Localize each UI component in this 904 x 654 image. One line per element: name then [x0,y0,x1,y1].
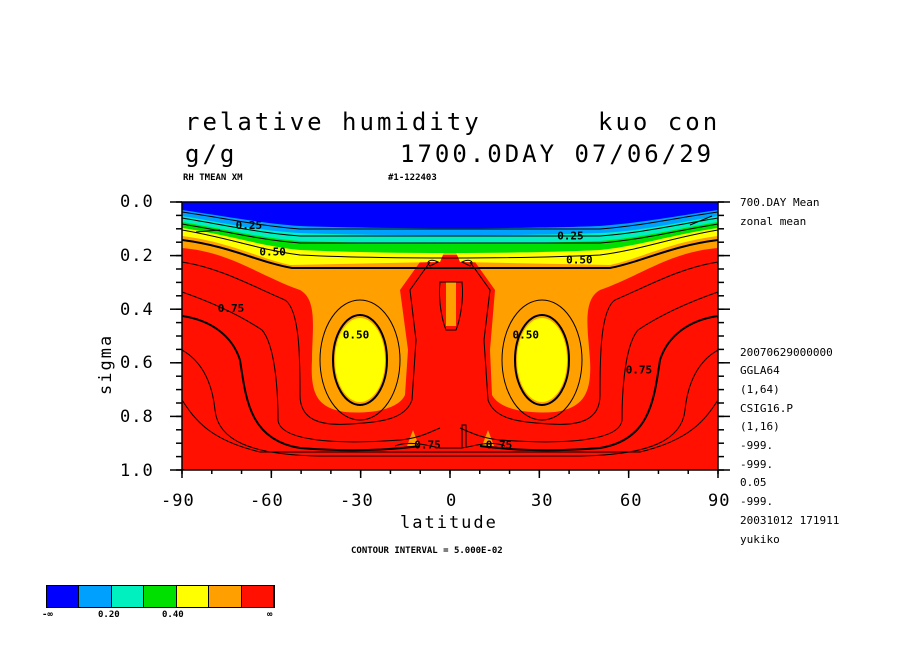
contour-label: 0.50 [566,254,593,267]
colorbar-swatch [111,586,145,607]
fill-yellow-core-right [517,318,567,402]
fill-blue [182,202,718,229]
colorbar-swatch [176,586,210,607]
experiment-name: kuo con [598,108,721,136]
side-info-line: CSIG16.P [740,402,793,415]
side-info-line: 20031012 171911 [740,514,840,527]
side-info-line: -999. [740,439,774,452]
contour-labels: 0.25 0.25 0.50 0.50 0.75 0.75 0.50 0.50 0.75 0.75 [218,219,652,452]
colorbar-swatch [209,586,242,607]
side-info-line: (1,64) [740,383,780,396]
x-tick-label: 60 [620,491,643,511]
colorbar-label: 0.40 [162,610,184,620]
side-info-line: 0.05 [740,476,767,489]
x-tick-label: 30 [531,491,554,511]
side-info-line: -999. [740,495,774,508]
contour-interval: CONTOUR INTERVAL = 5.000E-02 [351,546,503,556]
time-stamp: 1700.0DAY 07/06/29 [400,140,715,168]
contour-label: 0.25 [236,219,263,232]
y-tick-label: 0.8 [120,407,154,427]
contour-label: 0.75 [486,439,513,452]
colorbar-swatch [47,586,80,607]
contour-label: 0.75 [626,364,653,377]
y-axis-label: sigma [96,333,116,395]
y-tick-label: 0.6 [120,353,154,373]
colorbar-label-max: ∞ [267,610,273,620]
colorbar-swatch [144,586,177,607]
y-tick-label: 1.0 [120,461,154,481]
y-tick-label: 0.4 [120,300,154,320]
colorbar-label: 0.20 [98,610,120,620]
colorbar-swatch [241,586,274,607]
side-info-line: yukiko [740,533,780,546]
x-tick-label: -30 [340,491,374,511]
contour-label: 0.50 [513,329,540,342]
contour-label: 0.25 [557,230,584,243]
x-tick-label: -60 [250,491,284,511]
axis-ticks [170,201,730,478]
x-tick-label: -90 [161,491,195,511]
colorbar [46,585,275,608]
colorbar-swatch [79,586,112,607]
filled-contours [182,202,718,470]
x-tick-label: 0 [446,491,458,511]
side-info-line: 20070629000000 [740,346,833,359]
chart-title: relative humidity [185,108,482,136]
contour-label: 0.75 [218,302,245,315]
side-info-line: zonal mean [740,215,807,228]
contour-lines [182,211,718,457]
x-tick-label: 90 [708,491,731,511]
contour-label: 0.50 [343,329,370,342]
contour-label: 0.75 [414,439,441,452]
side-info-line: GGLA64 [740,364,780,377]
y-tick-label: 0.0 [120,192,154,212]
units-label: g/g [185,140,238,168]
contour-label: 0.50 [259,246,286,259]
colorbar-label-min: -∞ [42,610,53,620]
fill-yellow-core-left [335,318,385,402]
side-info-line: (1,16) [740,420,780,433]
side-info-line: -999. [740,458,774,471]
x-axis-label: latitude [400,513,498,533]
y-tick-label: 0.2 [120,246,154,266]
variable-label: RH TMEAN XM [183,173,243,183]
side-info-line: 700.DAY Mean [740,196,820,209]
run-id: #1-122403 [388,173,437,183]
